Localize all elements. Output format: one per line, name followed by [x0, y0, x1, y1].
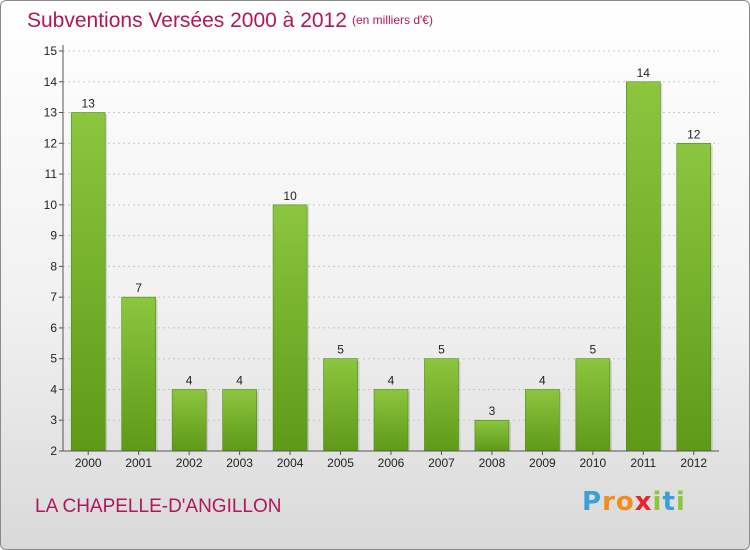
y-tick-label: 3 [50, 413, 57, 427]
y-tick-label: 5 [50, 352, 57, 366]
y-tick-label: 6 [50, 321, 57, 335]
bar [373, 389, 409, 452]
value-label: 4 [539, 373, 546, 387]
logo-letter: t [662, 487, 676, 517]
logo-letter: P [582, 487, 603, 517]
bar [525, 389, 560, 452]
y-tick-label: 8 [50, 259, 57, 273]
x-tick-label: 2005 [327, 456, 354, 470]
bar [323, 358, 358, 452]
axes [59, 45, 719, 455]
y-tick-label: 11 [45, 167, 58, 181]
y-tick-label: 12 [44, 136, 58, 150]
proxiti-logo: Proxiti [582, 487, 686, 517]
bar [474, 419, 510, 452]
y-tick-label: 14 [44, 75, 58, 89]
x-tick-label: 2002 [176, 456, 203, 470]
value-label: 12 [687, 127, 701, 141]
bar [121, 296, 156, 452]
x-tick-label: 2012 [680, 456, 707, 470]
x-tick-label: 2007 [428, 456, 455, 470]
x-tick-label: 2011 [630, 456, 656, 470]
value-label: 5 [590, 343, 597, 357]
bar [626, 81, 661, 452]
x-tick-label: 2010 [579, 456, 606, 470]
bar [70, 112, 106, 452]
value-label: 13 [82, 97, 96, 111]
labels: 2 3 4 5 6 7 8 9 10 11 12 13 14 15 13 2000 7 2001 4 2002 4 200… [44, 44, 708, 470]
x-tick-label: 2001 [125, 456, 152, 470]
bar [222, 389, 257, 452]
y-tick-label: 7 [50, 290, 57, 304]
bar [171, 389, 207, 452]
logo-letter: i [652, 487, 663, 517]
x-tick-label: 2006 [378, 456, 405, 470]
value-label: 10 [283, 189, 297, 203]
logo-letter: i [675, 487, 686, 517]
x-tick-label: 2009 [529, 456, 556, 470]
value-label: 4 [236, 373, 243, 387]
x-tick-label: 2000 [75, 456, 102, 470]
commune-name: LA CHAPELLE-D'ANGILLON [35, 496, 282, 517]
bar [272, 204, 308, 452]
bar [676, 143, 712, 452]
y-tick-label: 10 [44, 198, 58, 212]
chart-title: Subventions Versées 2000 à 2012 [27, 9, 347, 32]
logo-letter: o [615, 487, 635, 517]
value-label: 5 [438, 343, 445, 357]
y-tick-label: 15 [44, 44, 58, 58]
chart-subtitle: (en milliers d'€) [352, 13, 433, 27]
logo-letter: x [634, 487, 653, 517]
value-label: 7 [135, 281, 142, 295]
x-tick-label: 2008 [479, 456, 506, 470]
value-label: 14 [637, 66, 651, 80]
value-label: 4 [388, 373, 395, 387]
x-tick-label: 2004 [277, 456, 304, 470]
y-tick-label: 13 [44, 106, 58, 120]
y-tick-label: 9 [50, 229, 57, 243]
value-label: 5 [337, 343, 344, 357]
y-tick-label: 4 [50, 382, 57, 396]
x-tick-label: 2003 [226, 456, 253, 470]
bar [575, 358, 611, 452]
bar [424, 358, 459, 452]
y-tick-label: 2 [50, 444, 57, 458]
value-label: 4 [186, 373, 193, 387]
logo-letter: r [602, 487, 616, 517]
value-label: 3 [489, 404, 496, 418]
bars [70, 81, 713, 452]
